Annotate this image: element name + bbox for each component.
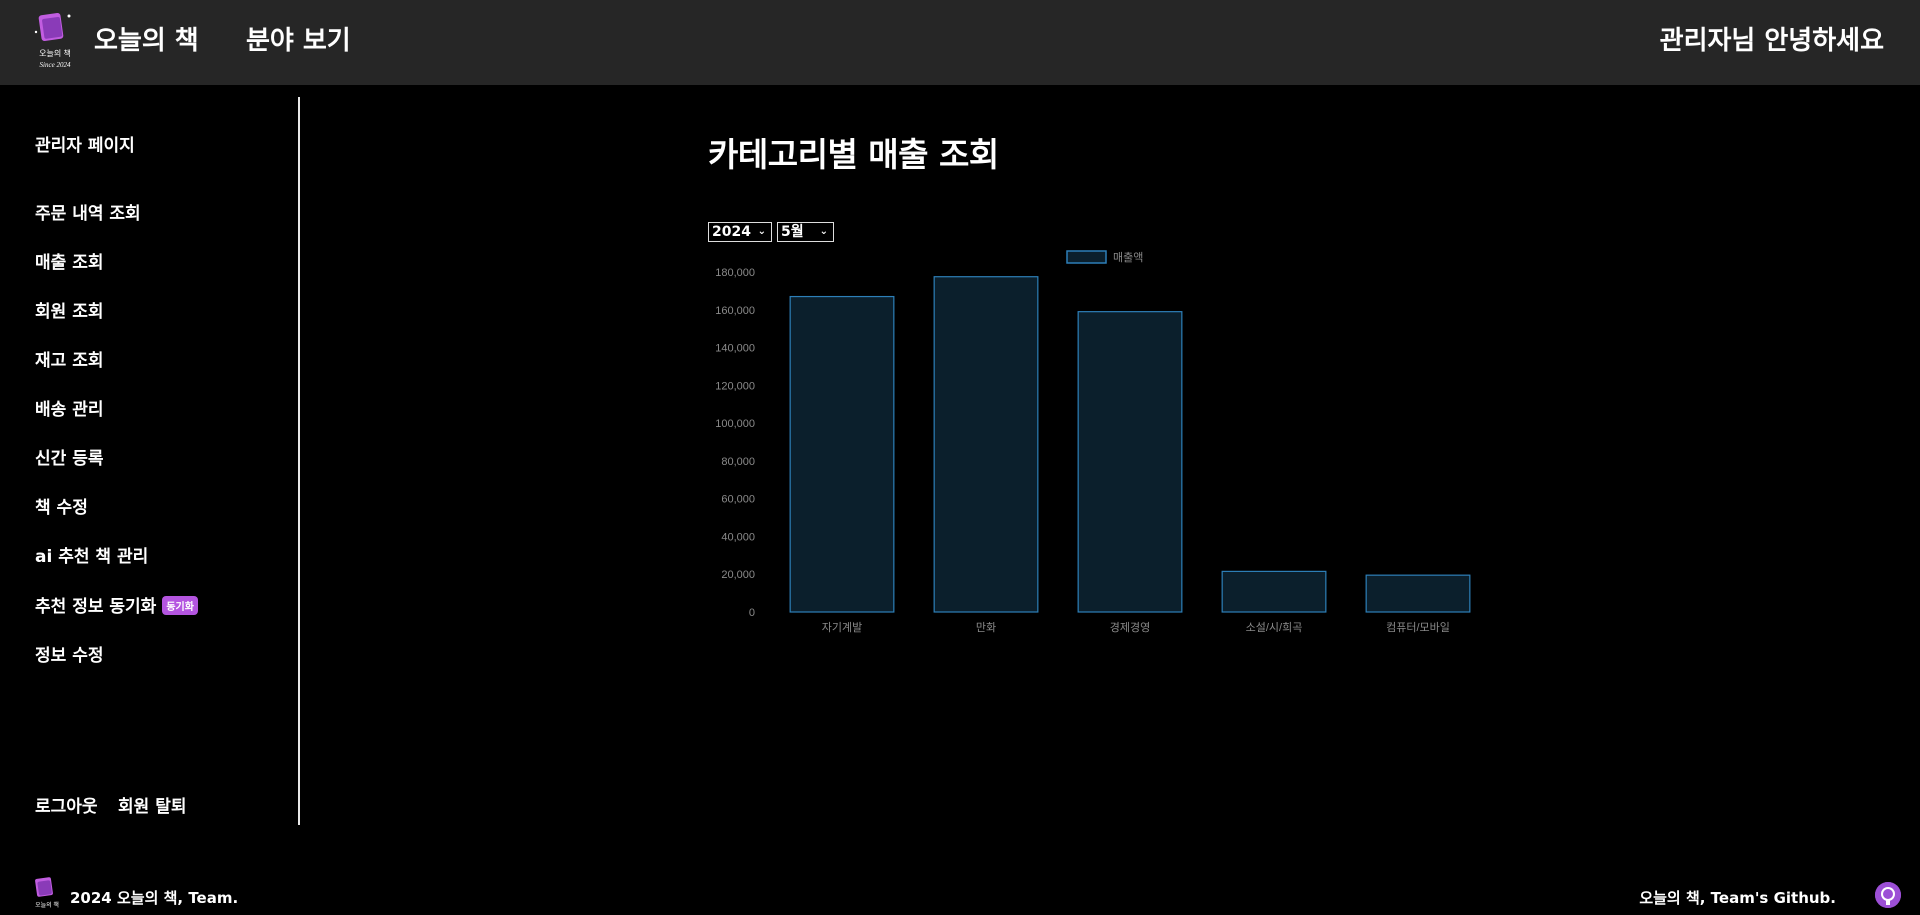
y-tick-label: 100,000 bbox=[715, 418, 755, 430]
sidebar-item-orders[interactable]: 주문 내역 조회 bbox=[35, 199, 141, 224]
footer-copyright: 2024 오늘의 책, Team. bbox=[70, 887, 238, 908]
sidebar-item-delivery[interactable]: 배송 관리 bbox=[35, 395, 103, 420]
svg-text:Since 2024: Since 2024 bbox=[40, 61, 71, 69]
sidebar-item-edit-book[interactable]: 책 수정 bbox=[35, 493, 88, 518]
logout-link[interactable]: 로그아웃 bbox=[35, 792, 98, 817]
month-select[interactable]: 5월 ⌄ bbox=[777, 222, 834, 242]
bar-4[interactable] bbox=[1366, 575, 1470, 612]
bar-2[interactable] bbox=[1078, 312, 1182, 612]
chevron-down-icon: ⌄ bbox=[820, 223, 828, 241]
bar-0[interactable] bbox=[790, 297, 894, 612]
y-tick-label: 80,000 bbox=[721, 456, 755, 468]
sidebar-item-inventory[interactable]: 재고 조회 bbox=[35, 346, 103, 371]
legend-swatch[interactable] bbox=[1067, 251, 1106, 263]
sidebar-item-sync-label: 추천 정보 동기화 bbox=[35, 597, 156, 617]
y-tick-label: 40,000 bbox=[721, 531, 755, 543]
sidebar-title: 관리자 페이지 bbox=[35, 131, 135, 156]
github-icon[interactable] bbox=[1875, 882, 1901, 908]
y-tick-label: 120,000 bbox=[715, 380, 755, 392]
x-tick-label: 경제경영 bbox=[1110, 621, 1150, 634]
withdraw-link[interactable]: 회원 탈퇴 bbox=[118, 792, 186, 817]
top-header: 오늘의 책 Since 2024 오늘의 책 분야 보기 관리자님 안녕하세요 bbox=[0, 0, 1920, 85]
y-tick-label: 20,000 bbox=[721, 569, 755, 581]
book-logo-icon[interactable]: 오늘의 책 Since 2024 bbox=[32, 10, 78, 72]
sidebar-divider bbox=[298, 97, 300, 825]
year-select[interactable]: 2024 ⌄ bbox=[708, 222, 772, 242]
y-tick-label: 160,000 bbox=[715, 305, 755, 317]
sidebar-item-new-book[interactable]: 신간 등록 bbox=[35, 444, 103, 469]
category-browse-link[interactable]: 분야 보기 bbox=[246, 20, 351, 57]
y-tick-label: 0 bbox=[749, 607, 755, 619]
x-tick-label: 소설/시/희곡 bbox=[1246, 621, 1303, 634]
page-title: 카테고리별 매출 조회 bbox=[708, 128, 999, 176]
year-select-value: 2024 bbox=[712, 224, 751, 240]
admin-greeting: 관리자님 안녕하세요 bbox=[1660, 20, 1884, 57]
x-tick-label: 자기계발 bbox=[822, 621, 862, 634]
footer-logo-icon: 오늘의 책 bbox=[32, 876, 62, 912]
bar-3[interactable] bbox=[1222, 571, 1326, 612]
sales-bar-chart: 0 20,000 40,000 60,000 80,000 100,000 120,000 1… bbox=[700, 245, 1500, 645]
sidebar-item-members[interactable]: 회원 조회 bbox=[35, 297, 103, 322]
sidebar-item-sync[interactable]: 추천 정보 동기화 동기화 bbox=[35, 592, 198, 617]
sidebar-item-ai-recommend[interactable]: ai 추천 책 관리 bbox=[35, 542, 148, 567]
svg-text:오늘의 책: 오늘의 책 bbox=[39, 48, 71, 58]
sidebar-item-profile[interactable]: 정보 수정 bbox=[35, 641, 103, 666]
y-tick-label: 60,000 bbox=[721, 494, 755, 506]
brand-title[interactable]: 오늘의 책 bbox=[94, 20, 199, 57]
sidebar-item-sales[interactable]: 매출 조회 bbox=[35, 248, 103, 273]
sync-badge[interactable]: 동기화 bbox=[162, 596, 198, 615]
y-tick-label: 180,000 bbox=[715, 267, 755, 279]
x-tick-label: 컴퓨터/모바일 bbox=[1386, 620, 1450, 634]
y-tick-label: 140,000 bbox=[715, 343, 755, 355]
x-tick-label: 만화 bbox=[976, 621, 996, 634]
legend-label: 매출액 bbox=[1113, 251, 1143, 264]
month-select-value: 5월 bbox=[781, 224, 804, 240]
svg-text:오늘의 책: 오늘의 책 bbox=[35, 901, 59, 909]
chart-svg: 0 20,000 40,000 60,000 80,000 100,000 120,000 1… bbox=[700, 245, 1500, 645]
footer-github-link[interactable]: 오늘의 책, Team's Github. bbox=[1639, 887, 1836, 908]
bar-1[interactable] bbox=[934, 277, 1038, 612]
chevron-down-icon: ⌄ bbox=[758, 223, 766, 241]
